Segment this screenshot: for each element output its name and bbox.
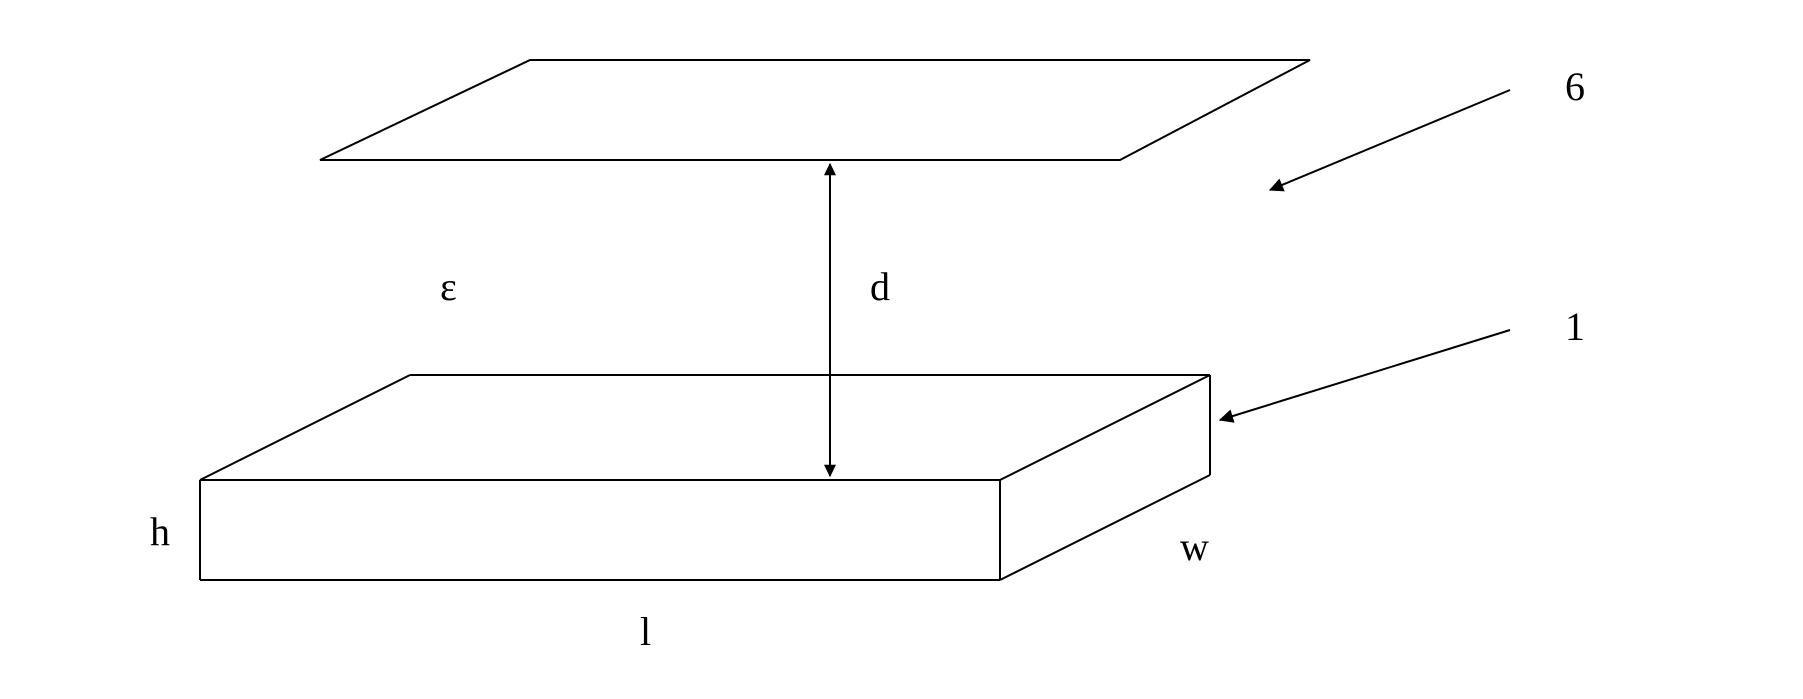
label-1: 1 <box>1565 304 1585 349</box>
label-h: h <box>150 509 170 554</box>
gap-arrow-head-top <box>825 164 835 175</box>
box-top-left <box>200 375 410 480</box>
pointer-1-head <box>1220 410 1234 422</box>
pointer-1-shaft <box>1220 330 1510 420</box>
pointer-6-shaft <box>1270 90 1510 190</box>
box-right-bottom <box>1000 475 1210 580</box>
box-top-right <box>1000 375 1210 480</box>
top-plane <box>320 60 1310 160</box>
pointer-6-head <box>1270 180 1284 191</box>
label-6: 6 <box>1565 64 1585 109</box>
gap-arrow-head-bottom <box>825 465 835 476</box>
label-d: d <box>870 264 890 309</box>
label-epsilon: ε <box>440 264 457 309</box>
label-w: w <box>1180 524 1209 569</box>
label-l: l <box>640 609 651 654</box>
